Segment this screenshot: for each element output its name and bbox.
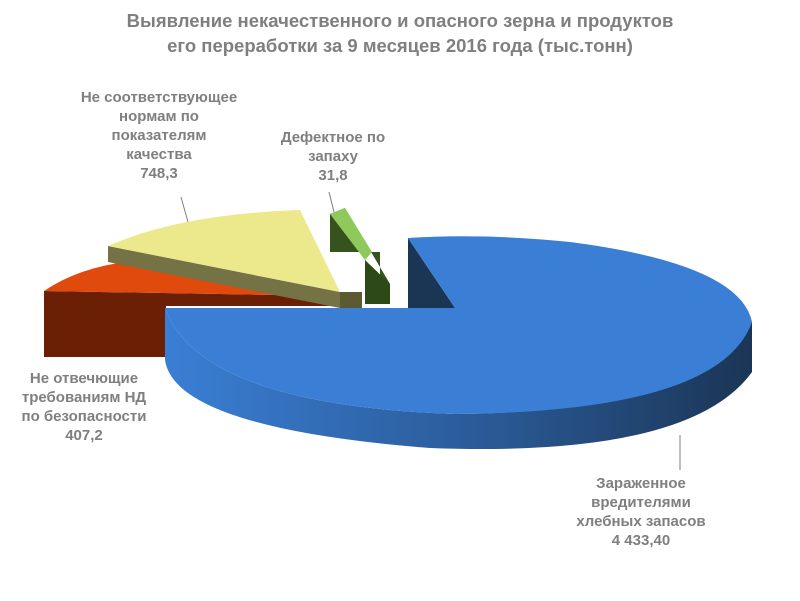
slice-label-infested-line-3: хлебных запасов bbox=[576, 513, 706, 530]
slice-label-quality-line-2: нормам по bbox=[119, 108, 199, 125]
pie-slice-smell bbox=[330, 208, 390, 304]
slice-label-infested: Зараженное вредителями хлебных запасов 4… bbox=[566, 474, 716, 550]
slice-label-infested-line-2: вредителями bbox=[591, 494, 691, 511]
pie-slice-quality bbox=[108, 210, 362, 308]
slice-label-smell-line-1: Дефектное по bbox=[280, 129, 386, 146]
pie-slice-infested bbox=[165, 236, 752, 450]
slice-label-quality-line-4: качества bbox=[126, 146, 192, 163]
slice-value-smell: 31,8 bbox=[318, 167, 348, 184]
chart-title-line-2: его переработки за 9 месяцев 2016 года (… bbox=[167, 35, 633, 56]
slice-label-quality-line-1: Не соответствующее bbox=[80, 89, 238, 106]
slice-label-safety-line-3: по безопасности bbox=[21, 408, 147, 425]
slice-value-safety: 407,2 bbox=[65, 427, 103, 444]
slice-label-quality: Не соответствующее нормам по показателям… bbox=[66, 88, 252, 183]
slice-label-smell-line-2: запаху bbox=[308, 148, 358, 165]
slice-label-safety: Не отвечющие требованиям НД по безопасно… bbox=[2, 369, 166, 445]
leader-line-quality bbox=[180, 196, 189, 223]
slice-label-safety-line-2: требованиям НД bbox=[21, 389, 147, 406]
slice-value-infested: 4 433,40 bbox=[611, 532, 671, 549]
slice-label-smell: Дефектное по запаху 31,8 bbox=[270, 128, 396, 185]
chart-title-line-1: Выявление некачественного и опасного зер… bbox=[126, 10, 674, 31]
leader-line-smell bbox=[328, 191, 335, 213]
slice-value-quality: 748,3 bbox=[140, 165, 178, 182]
slice-label-quality-line-3: показателям bbox=[111, 127, 207, 144]
slice-label-infested-line-1: Зараженное bbox=[596, 475, 686, 492]
chart-title: Выявление некачественного и опасного зер… bbox=[0, 8, 800, 58]
slice-label-safety-line-1: Не отвечющие bbox=[29, 370, 139, 387]
